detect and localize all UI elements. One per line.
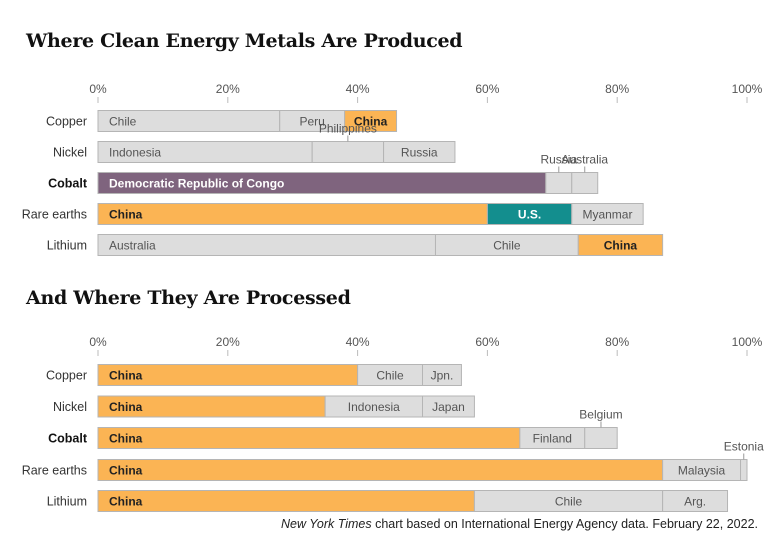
produced-label-rare-earths-myanmar: Myanmar bbox=[582, 208, 632, 222]
source-note: New York Times chart based on Internatio… bbox=[281, 517, 758, 531]
produced-tick-label: 80% bbox=[605, 82, 629, 96]
produced-label-cobalt-democratic-republic-of-congo: Democratic Republic of Congo bbox=[109, 177, 284, 191]
processed-tick-label: 20% bbox=[216, 335, 240, 349]
processed-category-cobalt: Cobalt bbox=[48, 432, 88, 446]
produced-bar-copper-china bbox=[344, 110, 398, 132]
produced-bar-rare-earths-myanmar bbox=[571, 203, 644, 225]
processed-bar-cobalt-belgium bbox=[584, 427, 618, 449]
processed-tick-label: 40% bbox=[346, 335, 370, 349]
processed-bar-cobalt-china bbox=[97, 427, 521, 449]
produced-label-cobalt-russia: Russia bbox=[540, 153, 577, 167]
produced-label-nickel-philippines: Philippines bbox=[319, 122, 377, 136]
produced-category-lithium: Lithium bbox=[47, 239, 87, 253]
source-publication: New York Times bbox=[280, 517, 372, 531]
produced-tick-label: 20% bbox=[216, 82, 240, 96]
production-chart-title: Where Clean Energy Metals Are Produced bbox=[26, 30, 463, 52]
produced-category-cobalt: Cobalt bbox=[48, 177, 88, 191]
produced-label-copper-chile: Chile bbox=[109, 115, 137, 129]
produced-category-rare-earths: Rare earths bbox=[22, 208, 87, 222]
processed-bar-lithium-china bbox=[97, 490, 475, 512]
produced-label-lithium-australia: Australia bbox=[109, 239, 156, 253]
produced-bar-lithium-china bbox=[577, 234, 664, 256]
processed-tick-label: 60% bbox=[475, 335, 499, 349]
processed-category-rare-earths: Rare earths bbox=[22, 464, 87, 478]
processed-bar-copper-jpn bbox=[422, 364, 462, 386]
processed-label-copper-china: China bbox=[109, 369, 143, 383]
processed-label-rare-earths-malaysia: Malaysia bbox=[678, 464, 726, 478]
produced-tick-label: 60% bbox=[475, 82, 499, 96]
processed-tick-label: 0% bbox=[89, 335, 107, 349]
produced-label-nickel-indonesia: Indonesia bbox=[109, 146, 161, 160]
processed-label-cobalt-belgium: Belgium bbox=[579, 408, 622, 422]
processed-bar-rare-earths-china bbox=[97, 459, 664, 481]
processed-label-lithium-china: China bbox=[109, 495, 143, 509]
produced-label-cobalt-australia: Australia bbox=[561, 153, 608, 167]
processed-label-nickel-china: China bbox=[109, 400, 143, 414]
produced-bar-rare-earths-china bbox=[97, 203, 488, 225]
processed-bar-lithium-arg bbox=[662, 490, 729, 512]
processed-category-lithium: Lithium bbox=[47, 495, 87, 509]
produced-label-lithium-chile: Chile bbox=[493, 239, 521, 253]
produced-label-rare-earths-china: China bbox=[109, 208, 143, 222]
produced-bar-nickel-russia bbox=[383, 141, 456, 163]
source-text: chart based on International Energy Agen… bbox=[371, 517, 758, 531]
produced-label-nickel-russia: Russia bbox=[401, 146, 438, 160]
processed-category-copper: Copper bbox=[46, 369, 87, 383]
processed-label-nickel-japan: Japan bbox=[432, 400, 465, 414]
produced-label-rare-earths-u-s: U.S. bbox=[518, 208, 541, 222]
produced-label-copper-peru: Peru bbox=[299, 115, 324, 129]
processed-bar-rare-earths-estonia bbox=[740, 459, 748, 481]
produced-tick-label: 40% bbox=[346, 82, 370, 96]
processed-label-lithium-chile: Chile bbox=[555, 495, 583, 509]
processed-label-rare-earths-estonia: Estonia bbox=[724, 440, 764, 454]
processed-category-nickel: Nickel bbox=[53, 400, 87, 414]
produced-label-copper-china: China bbox=[354, 115, 388, 129]
processed-label-cobalt-finland: Finland bbox=[533, 432, 572, 446]
produced-category-copper: Copper bbox=[46, 115, 87, 129]
processed-label-rare-earths-china: China bbox=[109, 464, 143, 478]
processing-chart-title: And Where They Are Processed bbox=[26, 287, 351, 309]
produced-category-nickel: Nickel bbox=[53, 146, 87, 160]
produced-bar-cobalt-russia bbox=[545, 172, 573, 194]
produced-bar-nickel-philippines bbox=[311, 141, 385, 163]
processed-label-copper-jpn: Jpn. bbox=[431, 369, 454, 383]
processed-label-nickel-indonesia: Indonesia bbox=[348, 400, 400, 414]
processed-label-cobalt-china: China bbox=[109, 432, 143, 446]
produced-label-lithium-china: China bbox=[604, 239, 638, 253]
processed-tick-label: 80% bbox=[605, 335, 629, 349]
processed-label-lithium-arg: Arg. bbox=[684, 495, 706, 509]
processed-bar-nickel-japan bbox=[422, 395, 475, 418]
produced-bar-cobalt-australia bbox=[571, 172, 599, 194]
produced-tick-label: 0% bbox=[89, 82, 107, 96]
processed-label-copper-chile: Chile bbox=[376, 369, 404, 383]
produced-tick-label: 100% bbox=[732, 82, 763, 96]
processed-tick-label: 100% bbox=[732, 335, 763, 349]
